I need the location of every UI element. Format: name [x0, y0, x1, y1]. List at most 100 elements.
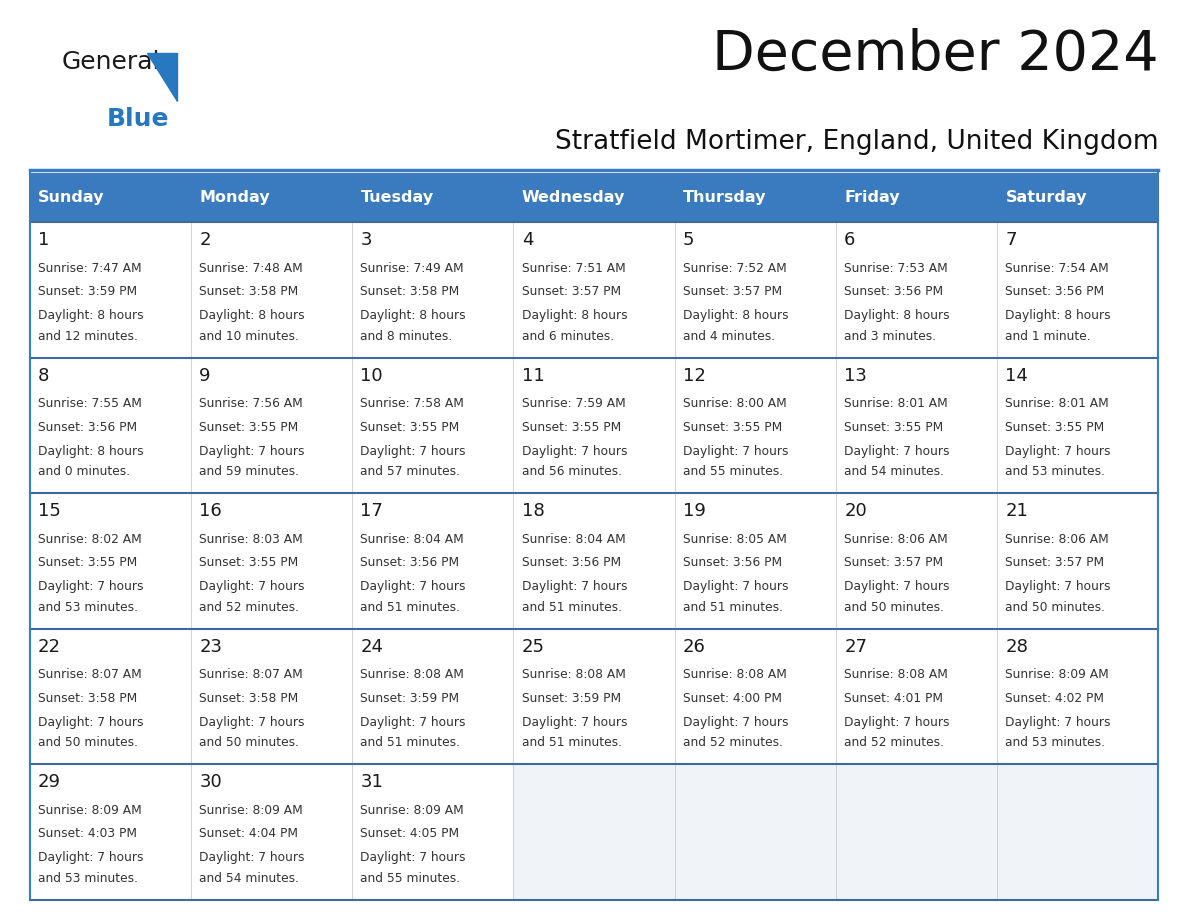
Bar — [513, 222, 675, 358]
Text: Sunrise: 8:07 AM: Sunrise: 8:07 AM — [200, 668, 303, 681]
Text: 31: 31 — [360, 773, 384, 791]
Text: Sunset: 3:56 PM: Sunset: 3:56 PM — [683, 556, 782, 569]
Text: Sunset: 3:55 PM: Sunset: 3:55 PM — [1005, 421, 1105, 434]
Bar — [675, 358, 836, 493]
Text: and 1 minute.: and 1 minute. — [1005, 330, 1091, 342]
Text: 30: 30 — [200, 773, 222, 791]
Text: Daylight: 7 hours: Daylight: 7 hours — [1005, 716, 1111, 729]
Text: Daylight: 8 hours: Daylight: 8 hours — [200, 309, 305, 322]
Text: Sunrise: 7:53 AM: Sunrise: 7:53 AM — [845, 262, 948, 274]
Bar — [836, 629, 997, 764]
Text: Daylight: 7 hours: Daylight: 7 hours — [360, 851, 466, 865]
Text: Daylight: 8 hours: Daylight: 8 hours — [38, 309, 144, 322]
Text: 9: 9 — [200, 367, 210, 385]
Text: Sunset: 3:56 PM: Sunset: 3:56 PM — [522, 556, 621, 569]
Text: Sunset: 3:59 PM: Sunset: 3:59 PM — [522, 692, 621, 705]
Bar — [997, 493, 1158, 629]
Bar — [836, 493, 997, 629]
Text: 28: 28 — [1005, 638, 1029, 655]
Text: Daylight: 7 hours: Daylight: 7 hours — [683, 716, 789, 729]
Text: 16: 16 — [200, 502, 222, 521]
Text: Sunrise: 8:06 AM: Sunrise: 8:06 AM — [1005, 532, 1110, 545]
Text: Daylight: 7 hours: Daylight: 7 hours — [38, 851, 144, 865]
Text: Sunrise: 8:01 AM: Sunrise: 8:01 AM — [1005, 397, 1110, 410]
Bar — [675, 173, 836, 222]
Text: and 55 minutes.: and 55 minutes. — [683, 465, 783, 478]
Bar — [513, 173, 675, 222]
Text: and 53 minutes.: and 53 minutes. — [38, 871, 138, 885]
Bar — [836, 358, 997, 493]
Text: 24: 24 — [360, 638, 384, 655]
Text: and 52 minutes.: and 52 minutes. — [845, 736, 944, 749]
Text: and 4 minutes.: and 4 minutes. — [683, 330, 775, 342]
Bar — [30, 493, 191, 629]
Bar — [997, 629, 1158, 764]
Text: Sunset: 3:55 PM: Sunset: 3:55 PM — [200, 421, 298, 434]
Text: and 12 minutes.: and 12 minutes. — [38, 330, 138, 342]
Text: and 6 minutes.: and 6 minutes. — [522, 330, 614, 342]
Text: 29: 29 — [38, 773, 61, 791]
Text: Sunrise: 8:03 AM: Sunrise: 8:03 AM — [200, 532, 303, 545]
Text: 25: 25 — [522, 638, 545, 655]
Text: Sunset: 3:57 PM: Sunset: 3:57 PM — [683, 285, 782, 298]
Text: 17: 17 — [360, 502, 384, 521]
Bar — [30, 222, 191, 358]
Text: 6: 6 — [845, 231, 855, 250]
Bar — [513, 358, 675, 493]
Text: Daylight: 7 hours: Daylight: 7 hours — [1005, 445, 1111, 458]
Text: Tuesday: Tuesday — [360, 190, 434, 205]
Text: Sunset: 3:58 PM: Sunset: 3:58 PM — [38, 692, 138, 705]
Text: Daylight: 8 hours: Daylight: 8 hours — [1005, 309, 1111, 322]
Text: 19: 19 — [683, 502, 706, 521]
Text: Sunrise: 7:52 AM: Sunrise: 7:52 AM — [683, 262, 786, 274]
Bar — [675, 222, 836, 358]
Text: General: General — [62, 50, 160, 74]
Bar — [352, 764, 513, 900]
Text: Daylight: 8 hours: Daylight: 8 hours — [360, 309, 466, 322]
Text: and 50 minutes.: and 50 minutes. — [200, 736, 299, 749]
Text: Sunset: 3:56 PM: Sunset: 3:56 PM — [845, 285, 943, 298]
Text: Daylight: 7 hours: Daylight: 7 hours — [683, 445, 789, 458]
Text: Daylight: 7 hours: Daylight: 7 hours — [683, 580, 789, 593]
Text: 27: 27 — [845, 638, 867, 655]
Bar — [513, 764, 675, 900]
Text: 21: 21 — [1005, 502, 1029, 521]
Text: Sunset: 3:57 PM: Sunset: 3:57 PM — [522, 285, 621, 298]
Text: Sunset: 4:01 PM: Sunset: 4:01 PM — [845, 692, 943, 705]
Bar — [191, 764, 352, 900]
Text: and 57 minutes.: and 57 minutes. — [360, 465, 461, 478]
Bar — [836, 222, 997, 358]
Text: and 54 minutes.: and 54 minutes. — [200, 871, 299, 885]
Text: Thursday: Thursday — [683, 190, 766, 205]
Text: and 56 minutes.: and 56 minutes. — [522, 465, 621, 478]
Text: Sunrise: 8:04 AM: Sunrise: 8:04 AM — [522, 532, 625, 545]
Text: Sunset: 3:57 PM: Sunset: 3:57 PM — [1005, 556, 1105, 569]
Bar — [191, 358, 352, 493]
Text: Sunset: 4:04 PM: Sunset: 4:04 PM — [200, 827, 298, 841]
Text: and 54 minutes.: and 54 minutes. — [845, 465, 944, 478]
Text: Sunset: 3:59 PM: Sunset: 3:59 PM — [38, 285, 137, 298]
Text: Sunset: 3:55 PM: Sunset: 3:55 PM — [845, 421, 943, 434]
Text: 7: 7 — [1005, 231, 1017, 250]
Text: and 50 minutes.: and 50 minutes. — [1005, 600, 1105, 613]
Bar — [30, 173, 191, 222]
Bar — [997, 222, 1158, 358]
Text: and 51 minutes.: and 51 minutes. — [522, 736, 621, 749]
Text: and 51 minutes.: and 51 minutes. — [683, 600, 783, 613]
Bar — [30, 764, 191, 900]
Bar — [675, 629, 836, 764]
Text: 3: 3 — [360, 231, 372, 250]
Text: Daylight: 7 hours: Daylight: 7 hours — [522, 716, 627, 729]
Text: 12: 12 — [683, 367, 706, 385]
Text: and 59 minutes.: and 59 minutes. — [200, 465, 299, 478]
Text: Sunset: 3:58 PM: Sunset: 3:58 PM — [200, 285, 298, 298]
Text: Sunset: 3:57 PM: Sunset: 3:57 PM — [845, 556, 943, 569]
Bar — [191, 629, 352, 764]
Text: and 0 minutes.: and 0 minutes. — [38, 465, 131, 478]
Text: Sunrise: 7:54 AM: Sunrise: 7:54 AM — [1005, 262, 1110, 274]
Text: Daylight: 8 hours: Daylight: 8 hours — [683, 309, 789, 322]
Text: Sunrise: 8:01 AM: Sunrise: 8:01 AM — [845, 397, 948, 410]
Bar — [352, 493, 513, 629]
Text: 13: 13 — [845, 367, 867, 385]
Text: Daylight: 7 hours: Daylight: 7 hours — [845, 580, 949, 593]
